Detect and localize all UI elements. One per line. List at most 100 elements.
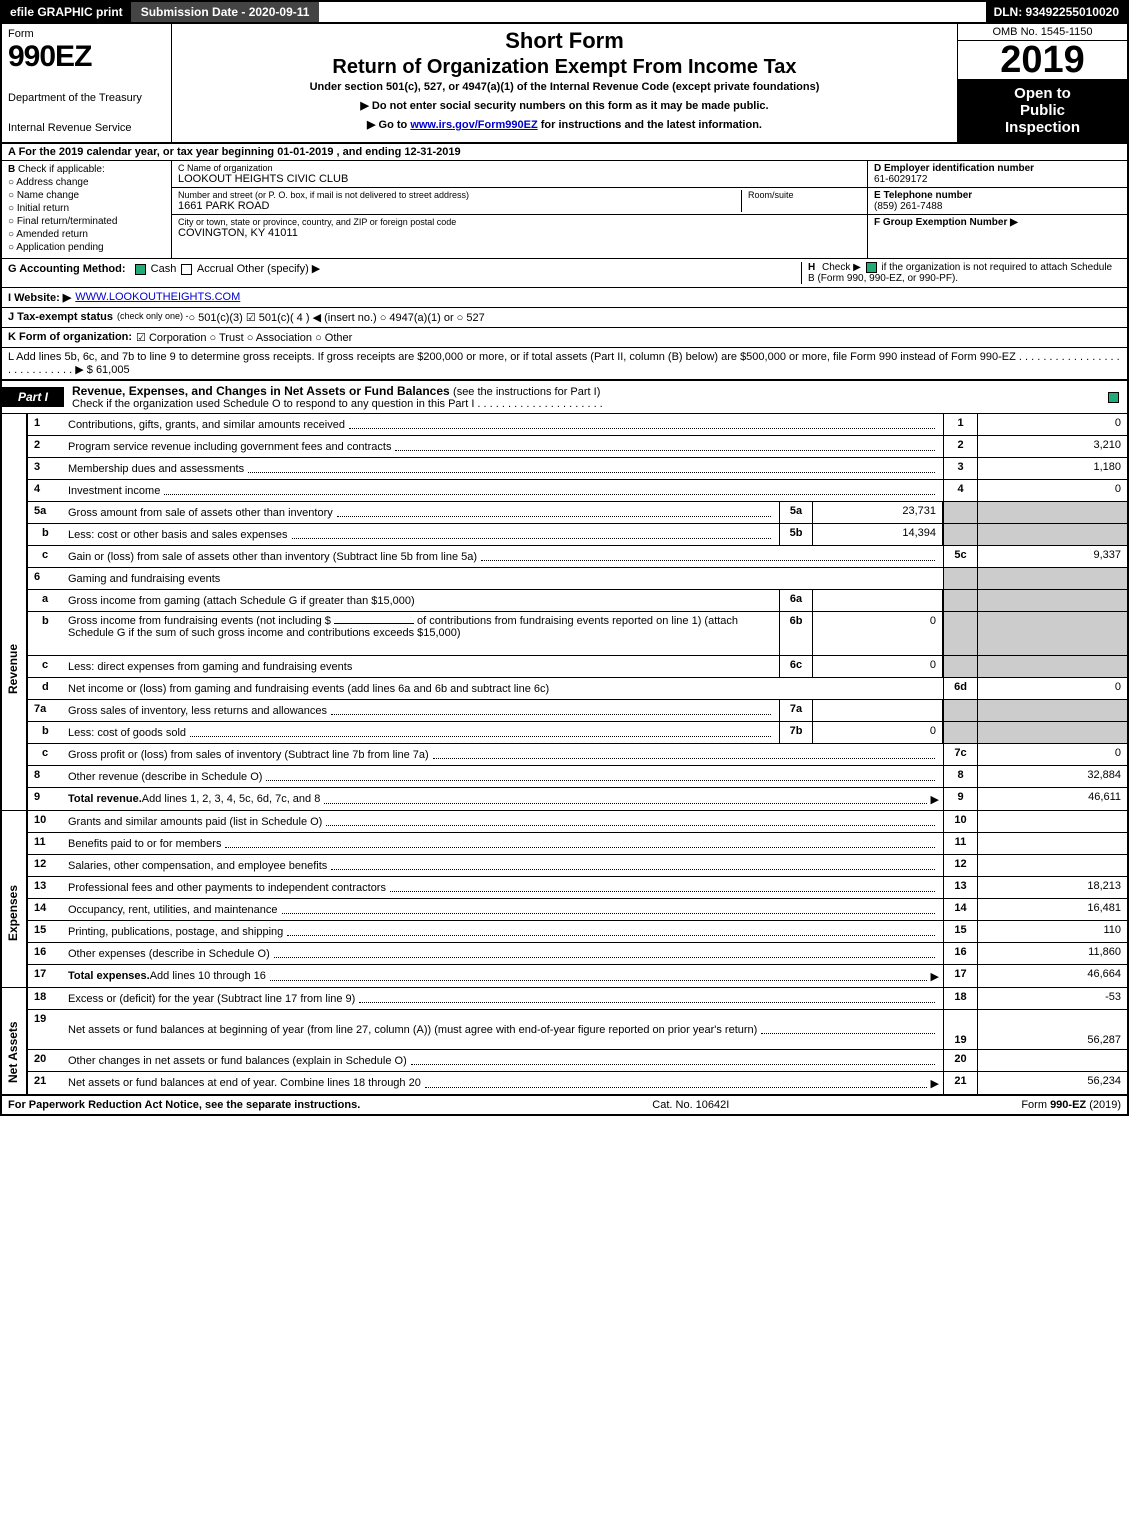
submission-date: Submission Date - 2020-09-11 — [131, 2, 320, 22]
line-13: 13 Professional fees and other payments … — [28, 877, 1127, 899]
line-6b-num: b — [28, 612, 64, 655]
part1-checkbox-wrap — [1106, 390, 1127, 404]
chk-initial-return[interactable]: Initial return — [8, 203, 165, 214]
chk-schedule-o-used[interactable] — [1108, 392, 1119, 403]
chk-final-return[interactable]: Final return/terminated — [8, 216, 165, 227]
row-h: H Check ▶ if the organization is not req… — [801, 262, 1121, 284]
line-5a-val-shade — [977, 502, 1127, 523]
line-5b-colnum-shade — [943, 524, 977, 545]
box-b-check-label: Check if applicable: — [18, 164, 105, 175]
row-i-label: I Website: ▶ — [8, 291, 71, 304]
line-7c-val: 0 — [977, 744, 1127, 765]
form-number: 990EZ — [8, 40, 165, 74]
efile-print-label: efile GRAPHIC print — [2, 2, 131, 22]
line-5a-desc: Gross amount from sale of assets other t… — [68, 507, 333, 519]
chk-name-change[interactable]: Name change — [8, 190, 165, 201]
line-11-desc: Benefits paid to or for members — [68, 838, 221, 850]
chk-address-change[interactable]: Address change — [8, 177, 165, 188]
line-12-val — [977, 855, 1127, 876]
line-7b-val-shade — [977, 722, 1127, 743]
line-6c-desc: Less: direct expenses from gaming and fu… — [68, 661, 352, 673]
row-h-check-pre: Check ▶ — [822, 262, 861, 273]
goto-note: ▶ Go to www.irs.gov/Form990EZ for instru… — [178, 118, 951, 131]
open-line2: Public — [962, 102, 1123, 119]
chk-amended-return[interactable]: Amended return — [8, 229, 165, 240]
line-16-val: 11,860 — [977, 943, 1127, 964]
row-j-small: (check only one) - — [117, 311, 189, 324]
line-6c-minival: 0 — [813, 656, 943, 677]
form-ref-pre: Form — [1021, 1099, 1050, 1111]
part1-title: Revenue, Expenses, and Changes in Net As… — [64, 381, 611, 413]
header-left: Form 990EZ Department of the Treasury In… — [2, 24, 172, 142]
line-10-colnum: 10 — [943, 811, 977, 832]
phone: (859) 261-7488 — [874, 201, 1121, 212]
line-2-colnum: 2 — [943, 436, 977, 457]
ein: 61-6029172 — [874, 174, 1121, 185]
line-7b-mininum: 7b — [779, 722, 813, 743]
line-10-desc: Grants and similar amounts paid (list in… — [68, 816, 322, 828]
line-9: 9 Total revenue. Add lines 1, 2, 3, 4, 5… — [28, 788, 1127, 810]
line-6: 6 Gaming and fundraising events — [28, 568, 1127, 590]
line-21: 21 Net assets or fund balances at end of… — [28, 1072, 1127, 1094]
line-21-desc: Net assets or fund balances at end of ye… — [68, 1077, 421, 1089]
row-l-amount: ▶ $ 61,005 — [75, 364, 129, 376]
line-15: 15 Printing, publications, postage, and … — [28, 921, 1127, 943]
part1-title-text: Revenue, Expenses, and Changes in Net As… — [72, 384, 450, 398]
line-6d-desc: Net income or (loss) from gaming and fun… — [68, 683, 549, 695]
line-5a-mininum: 5a — [779, 502, 813, 523]
line-17-desc: Add lines 10 through 16 — [150, 970, 266, 982]
form-ref-num: 990-EZ — [1050, 1099, 1086, 1111]
website-link[interactable]: WWW.LOOKOUTHEIGHTS.COM — [75, 291, 240, 304]
line-6a-num: a — [28, 590, 64, 611]
line-6c: c Less: direct expenses from gaming and … — [28, 656, 1127, 678]
line-7b: b Less: cost of goods sold 7b 0 — [28, 722, 1127, 744]
line-4-desc: Investment income — [68, 485, 160, 497]
cash-label: Cash — [151, 263, 177, 275]
part1-tab: Part I — [2, 387, 64, 407]
line-17: 17 Total expenses. Add lines 10 through … — [28, 965, 1127, 987]
revenue-label-text: Revenue — [6, 644, 20, 694]
part1-header: Part I Revenue, Expenses, and Changes in… — [2, 381, 1127, 414]
form-header: Form 990EZ Department of the Treasury In… — [2, 24, 1127, 144]
line-16-num: 16 — [28, 943, 64, 964]
expenses-label-text: Expenses — [6, 885, 20, 941]
line-6b-minival: 0 — [813, 612, 943, 655]
irs-link[interactable]: www.irs.gov/Form990EZ — [410, 119, 537, 131]
line-7a-desc: Gross sales of inventory, less returns a… — [68, 705, 327, 717]
row-g-label: G Accounting Method: — [8, 263, 126, 275]
expenses-side-label: Expenses — [2, 811, 28, 987]
addr-label: Number and street (or P. O. box, if mail… — [178, 190, 741, 200]
line-6b-mininum: 6b — [779, 612, 813, 655]
line-7c: c Gross profit or (loss) from sales of i… — [28, 744, 1127, 766]
line-13-desc: Professional fees and other payments to … — [68, 882, 386, 894]
line-5b-mininum: 5b — [779, 524, 813, 545]
line-8-val: 32,884 — [977, 766, 1127, 787]
line-20: 20 Other changes in net assets or fund b… — [28, 1050, 1127, 1072]
dept-irs: Internal Revenue Service — [8, 122, 165, 134]
box-d-label: D Employer identification number — [874, 163, 1121, 174]
line-5b: b Less: cost or other basis and sales ex… — [28, 524, 1127, 546]
line-18-desc: Excess or (deficit) for the year (Subtra… — [68, 993, 355, 1005]
chk-application-pending[interactable]: Application pending — [8, 242, 165, 253]
line-8-colnum: 8 — [943, 766, 977, 787]
line-4: 4 Investment income 4 0 — [28, 480, 1127, 502]
chk-cash[interactable] — [135, 264, 146, 275]
line-19-colnum: 19 — [943, 1010, 977, 1049]
row-k-label: K Form of organization: — [8, 331, 132, 344]
line-14-num: 14 — [28, 899, 64, 920]
tax-year: 2019 — [958, 41, 1127, 79]
chk-sched-b-not-required[interactable] — [866, 262, 877, 273]
return-title: Return of Organization Exempt From Incom… — [178, 56, 951, 79]
org-name: LOOKOUT HEIGHTS CIVIC CLUB — [178, 173, 861, 185]
line-5b-num: b — [28, 524, 64, 545]
line-7a-num: 7a — [28, 700, 64, 721]
line-18-num: 18 — [28, 988, 64, 1009]
line-18: 18 Excess or (deficit) for the year (Sub… — [28, 988, 1127, 1010]
form-page: efile GRAPHIC print Submission Date - 20… — [0, 0, 1129, 1116]
header-right: OMB No. 1545-1150 2019 Open to Public In… — [957, 24, 1127, 142]
line-11-val — [977, 833, 1127, 854]
line-6-desc: Gaming and fundraising events — [68, 573, 220, 585]
chk-accrual[interactable] — [181, 264, 192, 275]
accrual-label: Accrual — [197, 263, 234, 275]
ssn-note: ▶ Do not enter social security numbers o… — [178, 99, 951, 112]
